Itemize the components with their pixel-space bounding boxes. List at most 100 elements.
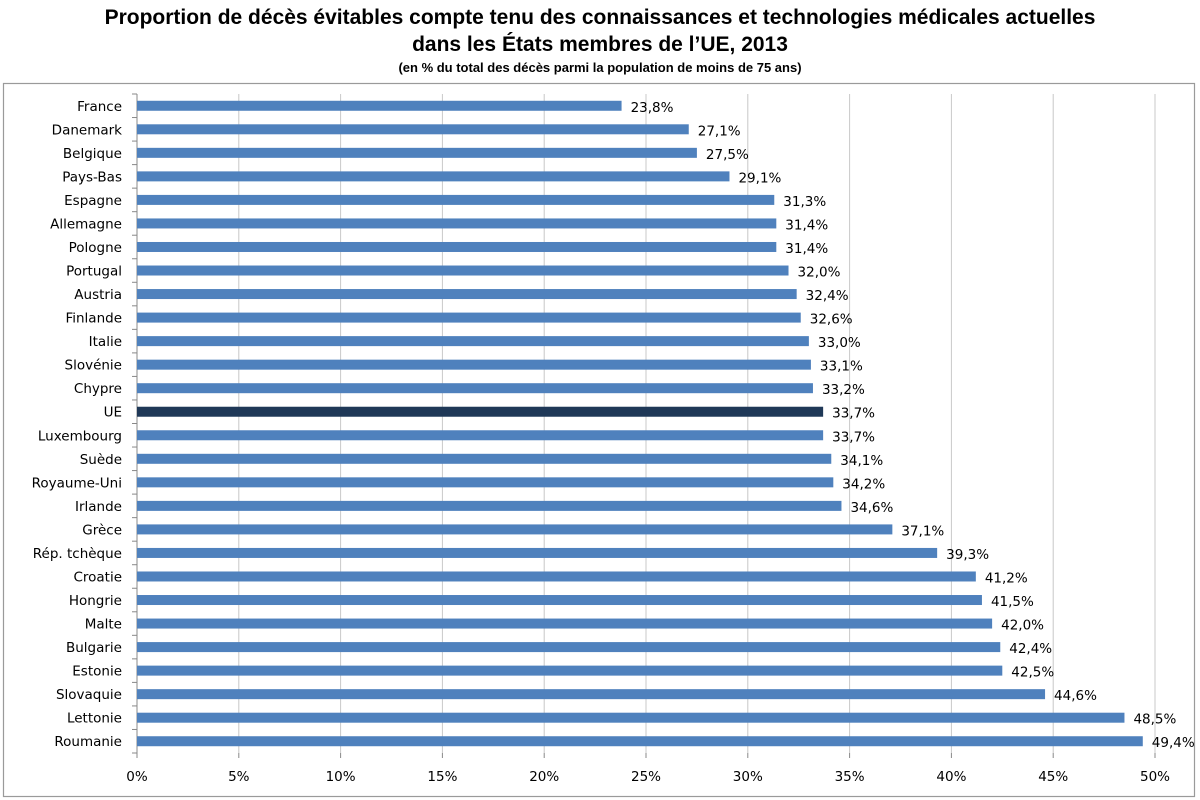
category-label: Austria xyxy=(74,287,122,303)
data-label: 34,2% xyxy=(842,476,885,492)
bar xyxy=(137,689,1046,700)
data-label: 33,0% xyxy=(818,335,861,351)
data-label: 39,3% xyxy=(946,547,989,563)
data-label: 31,3% xyxy=(783,194,826,210)
category-label: Finlande xyxy=(65,311,122,327)
bar xyxy=(137,289,797,300)
x-tick-label: 30% xyxy=(733,769,763,785)
x-tick-label: 40% xyxy=(936,769,966,785)
category-label: Hongrie xyxy=(69,593,122,609)
data-label: 37,1% xyxy=(901,523,944,539)
data-label: 34,1% xyxy=(840,453,883,469)
category-label: Chypre xyxy=(74,381,122,397)
bar xyxy=(137,336,809,347)
bar xyxy=(137,359,811,370)
data-label: 27,5% xyxy=(706,147,749,163)
x-tick-label: 20% xyxy=(529,769,559,785)
data-label: 29,1% xyxy=(738,170,781,186)
category-label: Estonie xyxy=(72,664,122,680)
category-label: Danemark xyxy=(52,122,123,138)
category-label: Malte xyxy=(85,617,122,633)
category-label: Italie xyxy=(89,334,122,350)
x-tick-label: 15% xyxy=(427,769,457,785)
bar xyxy=(137,665,1003,676)
bar xyxy=(137,241,777,252)
category-label: Lettonie xyxy=(67,711,122,727)
bar xyxy=(137,312,801,323)
data-label: 32,4% xyxy=(806,288,849,304)
bar xyxy=(137,571,976,582)
data-label: 42,4% xyxy=(1009,641,1052,657)
bar xyxy=(137,124,689,135)
bar xyxy=(137,406,824,417)
category-label: Slovaquie xyxy=(56,687,122,703)
category-label: Pays-Bas xyxy=(62,169,122,185)
category-label: UE xyxy=(104,405,122,421)
x-tick-label: 25% xyxy=(631,769,661,785)
category-label: Irlande xyxy=(75,499,122,515)
data-label: 42,0% xyxy=(1001,618,1044,634)
bar xyxy=(137,500,842,511)
x-tick-label: 10% xyxy=(326,769,356,785)
data-label: 44,6% xyxy=(1054,688,1097,704)
bar xyxy=(137,218,777,229)
bar xyxy=(137,618,993,629)
category-label: Croatie xyxy=(73,569,122,585)
category-label: Suède xyxy=(80,452,122,468)
bar xyxy=(137,642,1001,653)
data-label: 33,2% xyxy=(822,382,865,398)
data-label: 34,6% xyxy=(850,500,893,516)
x-tick-label: 50% xyxy=(1140,769,1170,785)
category-label: Royaume-Uni xyxy=(32,475,122,491)
bar xyxy=(137,265,789,276)
data-label: 33,1% xyxy=(820,359,863,375)
data-label: 33,7% xyxy=(832,406,875,422)
x-tick-label: 0% xyxy=(126,769,148,785)
bar xyxy=(137,430,824,441)
chart-frame xyxy=(2,82,1196,798)
data-label: 49,4% xyxy=(1152,735,1195,751)
bar xyxy=(137,736,1143,747)
category-label: Pologne xyxy=(69,240,122,256)
bar xyxy=(137,383,813,394)
bar xyxy=(137,194,775,205)
category-label: Allemagne xyxy=(50,216,122,232)
x-tick-label: 45% xyxy=(1038,769,1068,785)
chart-title-line2: dans les États membres de l’UE, 2013 xyxy=(412,33,788,56)
data-label: 31,4% xyxy=(785,241,828,257)
data-label: 41,2% xyxy=(985,570,1028,586)
category-label: Luxembourg xyxy=(38,428,122,444)
x-tick-label: 35% xyxy=(835,769,865,785)
category-label: Grèce xyxy=(82,522,122,538)
category-label: France xyxy=(77,99,122,115)
bar xyxy=(137,171,730,182)
category-label: Slovénie xyxy=(65,358,123,374)
category-label: Rép. tchèque xyxy=(33,546,122,562)
category-label: Espagne xyxy=(64,193,122,209)
category-label: Roumanie xyxy=(54,734,122,750)
x-tick-label: 5% xyxy=(228,769,250,785)
data-label: 48,5% xyxy=(1133,712,1176,728)
chart-subtitle: (en % du total des décès parmi la popula… xyxy=(398,60,802,75)
category-label: Belgique xyxy=(63,146,122,162)
category-label: Portugal xyxy=(66,264,122,280)
bar xyxy=(137,147,697,158)
data-label: 31,4% xyxy=(785,217,828,233)
data-label: 27,1% xyxy=(698,123,741,139)
bar xyxy=(137,453,832,464)
bar xyxy=(137,547,938,558)
data-label: 32,6% xyxy=(810,312,853,328)
bar xyxy=(137,100,622,111)
data-label: 33,7% xyxy=(832,429,875,445)
data-label: 23,8% xyxy=(631,100,674,116)
bar xyxy=(137,712,1125,723)
bar xyxy=(137,595,982,606)
bar xyxy=(137,524,893,535)
data-label: 42,5% xyxy=(1011,665,1054,681)
data-label: 32,0% xyxy=(798,265,841,281)
chart-title: Proportion de décès évitables compte ten… xyxy=(104,6,1096,29)
category-label: Bulgarie xyxy=(66,640,122,656)
bar xyxy=(137,477,834,488)
data-label: 41,5% xyxy=(991,594,1034,610)
